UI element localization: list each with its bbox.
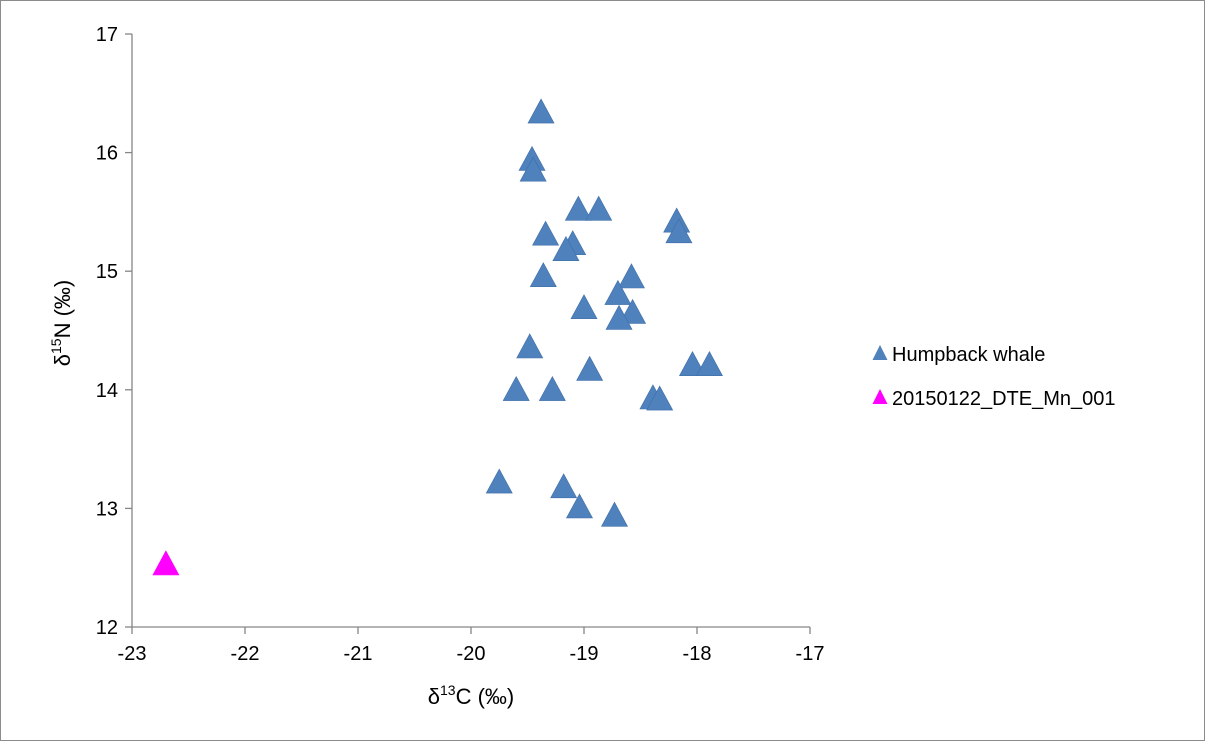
y-tick-label: 14 [96, 380, 118, 402]
humpback-whale-point [619, 298, 647, 324]
humpback-whale-point [617, 263, 645, 289]
x-axis-title-pre: δ [428, 684, 440, 709]
y-tick-label: 17 [96, 24, 118, 46]
x-tick-label: -20 [457, 643, 486, 665]
axes: 12 13 14 15 16 17 -23 -22 -21 -20 -19 -18 -17 [96, 24, 825, 665]
y-axis-title: δ15N (‰) [48, 280, 75, 366]
humpback-whale-point [604, 279, 632, 305]
x-axis-title-post: C (‰) [456, 684, 515, 709]
humpback-whale-point [529, 262, 557, 288]
y-tick-label: 15 [96, 261, 118, 283]
humpback-whale-point [695, 351, 723, 376]
humpback-whale-point [646, 385, 674, 411]
x-axis-title: δ13C (‰) [428, 682, 514, 709]
x-ticks: -23 -22 -21 -20 -19 -18 -17 [118, 627, 825, 665]
humpback-whale-point [532, 220, 560, 246]
y-tick-label: 13 [96, 498, 118, 520]
humpback-whale-point [538, 375, 566, 401]
y-axis-title-pre: δ [50, 354, 75, 366]
x-tick-label: -18 [683, 643, 712, 665]
humpback-whale-point [552, 236, 580, 261]
y-axis-title-sup: 15 [48, 338, 64, 354]
x-tick-label: -23 [118, 643, 147, 665]
humpback-whale-point [519, 156, 547, 182]
data-points [152, 98, 723, 576]
legend: Humpback whale 20150122_DTE_Mn_001 [872, 344, 1116, 410]
x-tick-label: -17 [796, 643, 825, 665]
humpback-whale-point [516, 333, 544, 359]
humpback-whale-point [527, 98, 555, 124]
y-tick-label: 12 [96, 617, 118, 639]
humpback-whale-point [502, 375, 530, 401]
x-tick-label: -21 [344, 643, 373, 665]
humpback-whale-point [601, 501, 629, 527]
y-tick-label: 16 [96, 143, 118, 165]
y-ticks: 12 13 14 15 16 17 [96, 24, 132, 639]
y-axis-title-post: N (‰) [50, 280, 75, 339]
humpback-whale-point [665, 218, 693, 244]
humpback-whale-point [605, 304, 633, 330]
humpback-whale-point [585, 195, 613, 221]
humpback-whale-point [485, 468, 513, 494]
humpback-whale-point [565, 493, 593, 519]
humpback-whale-point [570, 294, 598, 320]
legend-triangle-icon [872, 345, 888, 360]
legend-triangle-icon [872, 389, 888, 404]
legend-label: 20150122_DTE_Mn_001 [892, 388, 1116, 410]
x-tick-label: -19 [570, 643, 599, 665]
humpback-whale-point [678, 351, 706, 376]
legend-label: Humpback whale [892, 344, 1045, 366]
x-tick-label: -22 [231, 643, 260, 665]
x-axis-title-sup: 13 [440, 682, 456, 698]
humpback-whale-point [564, 195, 592, 221]
humpback-whale-point [576, 355, 604, 381]
humpback-whale-point [550, 473, 578, 499]
sample-point [152, 550, 180, 576]
